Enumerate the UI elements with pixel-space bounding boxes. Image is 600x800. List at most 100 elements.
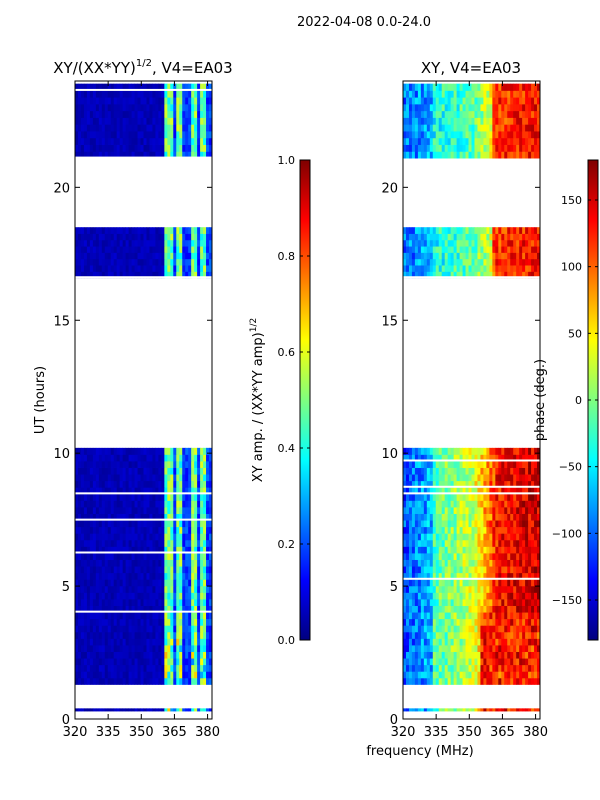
phase-heatmap-cell <box>465 474 469 482</box>
phase-heatmap-cell <box>426 151 431 159</box>
amplitude-heatmap-cell <box>101 645 106 652</box>
phase-heatmap-cell <box>507 487 511 495</box>
phase-heatmap-cell <box>420 566 425 574</box>
phase-heatmap-cell <box>519 605 523 613</box>
amplitude-heatmap-cell <box>75 651 79 659</box>
phase-heatmap-row <box>403 460 540 468</box>
phase-heatmap-cell <box>495 447 499 455</box>
amplitude-heatmap-cell <box>77 625 82 633</box>
amplitude-heatmap-cell <box>161 599 165 606</box>
amplitude-heatmap-cell <box>206 467 210 475</box>
phase-heatmap-cell <box>444 645 449 652</box>
phase-heatmap-cell <box>495 671 499 679</box>
phase-heatmap-cell <box>405 144 410 152</box>
amplitude-heatmap-cell <box>164 618 168 626</box>
amplitude-heatmap-cell <box>197 526 201 534</box>
amplitude-heatmap-cell <box>140 638 144 646</box>
phase-heatmap-cell <box>507 252 511 260</box>
phase-heatmap-cell <box>453 233 458 241</box>
phase-heatmap-cell <box>447 454 452 462</box>
amplitude-heatmap-cell <box>152 664 156 672</box>
amplitude-heatmap-cell <box>116 651 121 659</box>
amplitude-heatmap-cell <box>191 539 195 547</box>
amplitude-heatmap-cell <box>98 651 103 659</box>
phase-heatmap-cell <box>450 546 455 554</box>
amplitude-heatmap-cell <box>188 592 192 600</box>
phase-heatmap-cell <box>414 658 419 666</box>
phase-heatmap-cell <box>456 553 460 560</box>
amplitude-heatmap-cell <box>203 233 207 241</box>
amplitude-heatmap-cell <box>92 239 97 247</box>
amplitude-heatmap-cell <box>92 658 97 666</box>
amplitude-heatmap-cell <box>185 553 189 560</box>
amplitude-heatmap-cell <box>119 651 124 659</box>
phase-heatmap-cell <box>426 493 431 501</box>
amplitude-heatmap-cell <box>209 585 212 593</box>
amplitude-heatmap-cell <box>86 271 91 279</box>
amplitude-heatmap-cell <box>155 539 159 547</box>
amplitude-heatmap-cell <box>89 233 94 241</box>
amplitude-heatmap-cell <box>176 520 180 528</box>
amplitude-heatmap-cell <box>95 618 100 626</box>
phase-heatmap-cell <box>459 651 463 659</box>
amplitude-heatmap-cell <box>110 526 115 534</box>
amplitude-heatmap-cell <box>161 513 165 521</box>
amplitude-heatmap-cell <box>113 500 118 508</box>
phase-heatmap-cell <box>537 546 540 554</box>
amplitude-heatmap-cell <box>164 131 168 139</box>
amplitude-heatmap-cell <box>131 625 135 633</box>
amplitude-heatmap-cell <box>164 227 168 234</box>
amplitude-heatmap-cell <box>80 631 85 639</box>
amplitude-heatmap-cell <box>131 151 135 159</box>
phase-heatmap-cell <box>426 137 431 145</box>
amplitude-heatmap-cell <box>149 480 153 488</box>
amplitude-heatmap-cell <box>128 579 132 587</box>
amplitude-heatmap-cell <box>122 638 127 646</box>
amplitude-heatmap-cell <box>131 258 135 266</box>
amplitude-heatmap-cell <box>173 83 177 91</box>
phase-panel-title: XY, V4=EA03 <box>421 59 521 77</box>
phase-heatmap-cell <box>435 638 440 646</box>
phase-heatmap-cell <box>477 579 481 587</box>
amplitude-heatmap-cell <box>77 566 82 574</box>
phase-heatmap-cell <box>403 572 407 580</box>
phase-heatmap-cell <box>444 474 449 482</box>
amplitude-heatmap-cell <box>203 507 207 514</box>
phase-heatmap-cell <box>444 546 449 554</box>
phase-heatmap-cell <box>405 553 410 560</box>
amplitude-heatmap-cell <box>185 585 189 593</box>
phase-heatmap-cell <box>510 645 514 652</box>
amplitude-heatmap-cell <box>80 599 85 606</box>
phase-heatmap-cell <box>519 566 523 574</box>
phase-heatmap-cell <box>447 671 452 679</box>
phase-heatmap-cell <box>417 258 422 266</box>
amplitude-heatmap-cell <box>158 474 162 482</box>
amplitude-heatmap-cell <box>191 137 195 145</box>
amplitude-heatmap-cell <box>155 507 159 514</box>
amplitude-heatmap-cell <box>164 97 168 105</box>
phase-heatmap-cell <box>459 539 463 547</box>
amplitude-heatmap-cell <box>122 651 127 659</box>
amplitude-heatmap-cell <box>107 708 112 712</box>
amplitude-heatmap-cell <box>155 271 159 279</box>
phase-heatmap-cell <box>444 631 449 639</box>
amplitude-heatmap-cell <box>134 605 138 613</box>
phase-heatmap-cell <box>450 487 455 495</box>
amplitude-heatmap-cell <box>110 487 115 495</box>
amplitude-heatmap-cell <box>176 677 180 685</box>
phase-heatmap-cell <box>483 233 487 241</box>
phase-heatmap-cell <box>417 493 422 501</box>
amplitude-heatmap-cell <box>128 131 132 139</box>
phase-heatmap-cell <box>474 618 478 626</box>
amplitude-heatmap-cell <box>149 638 153 646</box>
phase-heatmap-cell <box>408 539 413 547</box>
phase-heatmap-cell <box>438 638 443 646</box>
phase-heatmap-cell <box>405 539 410 547</box>
phase-heatmap-cell <box>444 454 449 462</box>
amplitude-heatmap-cell <box>173 97 177 105</box>
phase-heatmap-cell <box>486 233 490 241</box>
amplitude-heatmap-cell <box>161 474 165 482</box>
phase-heatmap-cell <box>414 539 419 547</box>
phase-heatmap-cell <box>522 553 526 560</box>
amplitude-heatmap-cell <box>203 618 207 626</box>
